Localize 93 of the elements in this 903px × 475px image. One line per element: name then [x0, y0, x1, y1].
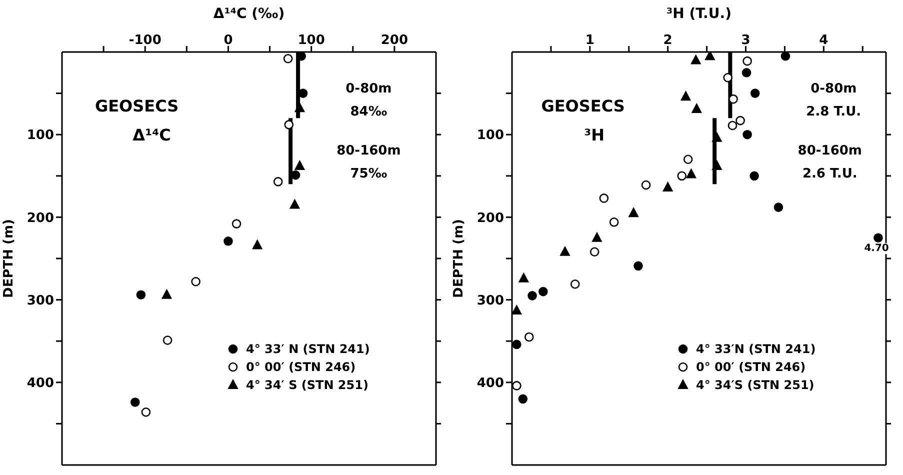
point	[750, 171, 759, 181]
annotation: Δ¹⁴C	[132, 125, 171, 144]
point	[874, 233, 883, 242]
annotation: GEOSECS	[94, 96, 179, 116]
point	[712, 132, 722, 142]
y-tick-label: 300	[476, 293, 504, 308]
annotation: 2.8 T.U.	[806, 104, 862, 120]
point	[690, 54, 701, 64]
point	[680, 91, 691, 101]
point	[538, 286, 548, 296]
point	[677, 171, 687, 181]
legend-label: 0° 00′ (STN 246)	[246, 360, 356, 374]
annotation: 4.70	[864, 242, 889, 254]
point	[641, 180, 651, 190]
point	[750, 88, 760, 98]
point	[512, 381, 522, 390]
point	[294, 102, 305, 112]
annotation: ³H	[584, 125, 604, 144]
point	[232, 219, 242, 228]
point	[736, 116, 745, 126]
point	[560, 246, 570, 256]
point	[728, 120, 738, 130]
point	[512, 340, 522, 350]
legend-label: 4° 34′ S (STN 251)	[246, 378, 368, 392]
point	[191, 276, 200, 286]
point	[592, 232, 602, 242]
point	[742, 130, 752, 140]
point	[136, 290, 146, 300]
y-tick-label: 100	[476, 128, 504, 144]
point	[273, 177, 283, 186]
point	[512, 305, 522, 315]
x-tick-label: 100	[298, 33, 325, 48]
x-tick-label: 1	[585, 33, 594, 48]
point	[692, 103, 702, 113]
point	[162, 336, 172, 345]
x-tick-label: 200	[380, 33, 408, 48]
point	[609, 218, 619, 227]
point	[141, 407, 151, 417]
point	[162, 289, 172, 299]
x-axis-title: ³H (T.U.)	[666, 6, 732, 22]
point	[284, 120, 294, 130]
x-tick-label: 4	[819, 33, 828, 48]
annotation: 75‰	[350, 166, 388, 182]
point	[774, 202, 784, 212]
point	[524, 332, 534, 342]
x-tick-label: 3	[741, 33, 750, 48]
legend-label: 4° 34′S (STN 251)	[696, 378, 814, 392]
point	[780, 52, 790, 61]
annotation: 84‰	[350, 104, 388, 120]
point	[686, 168, 696, 178]
point	[294, 160, 305, 170]
point	[728, 94, 738, 104]
point	[518, 272, 529, 282]
annotation: GEOSECS	[541, 96, 625, 116]
x-axis-title: Δ¹⁴C (‰)	[212, 6, 286, 22]
y-tick-label: 400	[476, 376, 504, 392]
x-tick-label: -100	[128, 33, 162, 48]
y-tick-label: 300	[26, 293, 54, 308]
point	[683, 154, 693, 164]
y-axis-title: DEPTH (m)	[452, 219, 467, 298]
x-tick-label: 0	[224, 33, 233, 48]
point	[252, 240, 262, 250]
point	[704, 52, 715, 60]
point	[290, 199, 300, 209]
point	[528, 291, 537, 300]
annotation: 0-80m	[346, 82, 392, 97]
point	[742, 68, 752, 78]
y-tick-label: 200	[476, 210, 504, 226]
point	[130, 398, 140, 407]
point	[634, 261, 643, 271]
point	[283, 54, 293, 64]
point	[570, 279, 580, 289]
y-tick-label: 200	[26, 210, 54, 226]
y-tick-label: 100	[26, 128, 54, 144]
point	[742, 56, 752, 66]
annotation: 80-160m	[798, 144, 862, 159]
point	[518, 394, 528, 404]
point	[224, 236, 233, 246]
point	[662, 182, 673, 192]
point	[723, 72, 732, 82]
point	[712, 160, 722, 170]
y-axis-title: DEPTH (m)	[2, 219, 17, 298]
legend-label: 0° 00′ (STN 246)	[696, 360, 806, 374]
annotation: 80-160m	[336, 144, 401, 159]
legend-label: 4° 33′ N (STN 241)	[246, 342, 370, 356]
x-tick-label: 2	[663, 33, 672, 48]
point	[590, 247, 600, 257]
annotation: 2.6 T.U.	[802, 166, 858, 182]
point	[599, 194, 609, 203]
legend-label: 4° 33′N (STN 241)	[696, 342, 816, 356]
annotation: 0-80m	[810, 82, 857, 97]
point	[628, 208, 639, 218]
y-tick-label: 400	[26, 376, 54, 392]
